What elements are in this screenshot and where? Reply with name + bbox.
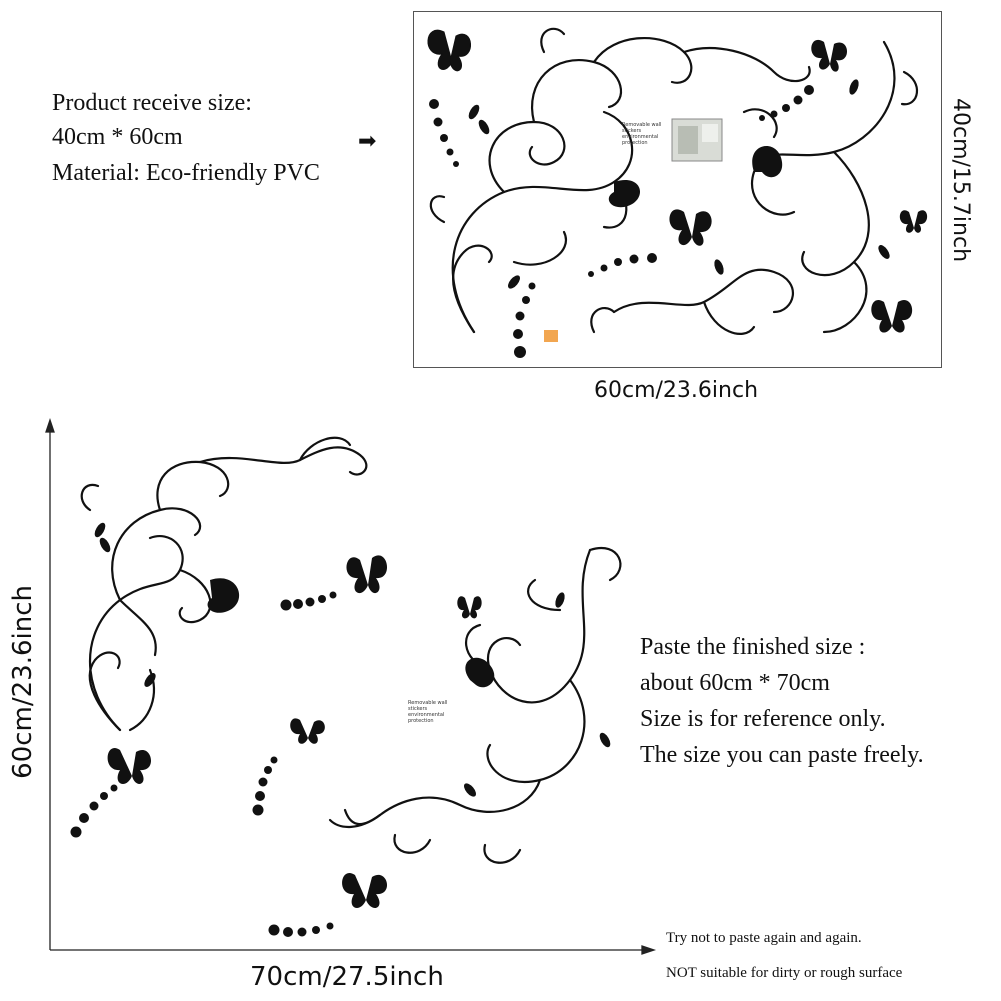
finished-width-label: 70cm/27.5inch (250, 962, 444, 992)
vine-swirl-icon (427, 27, 928, 358)
finished-tag-text: Removable wall stickers environmental pr… (408, 700, 448, 724)
material-label: Material: Eco-friendly PVC (52, 160, 320, 186)
butterfly-icon (427, 29, 471, 72)
sticker-sheet: Removable wall stickers environmental pr… (413, 11, 942, 368)
vine-swirl-icon (70, 436, 622, 937)
sheet-tag-text: Removable wall stickers environmental pr… (622, 122, 662, 146)
surface-warning-note: NOT suitable for dirty or rough surface (666, 965, 903, 981)
finished-size-value: about 60cm * 70cm (640, 670, 830, 696)
paste-warning-note: Try not to paste again and again. (666, 930, 862, 946)
finished-size-label: Paste the finished size : (640, 634, 866, 660)
product-receive-size-label: Product receive size: (52, 90, 252, 116)
finished-height-label: 60cm/23.6inch (8, 585, 38, 779)
sheet-width-label: 60cm/23.6inch (594, 378, 759, 403)
paste-freely-note: The size you can paste freely. (640, 742, 924, 768)
reference-note: Size is for reference only. (640, 706, 886, 732)
product-size-value: 40cm * 60cm (52, 124, 183, 150)
arrow-right-icon: ➡ (358, 128, 377, 153)
sheet-height-label: 40cm/15.7inch (948, 98, 973, 263)
